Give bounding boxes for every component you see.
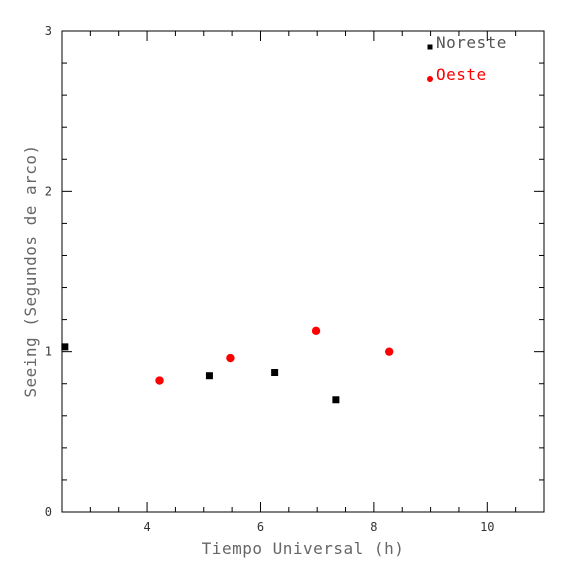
legend-label-oeste: Oeste bbox=[436, 65, 487, 84]
x-tick-label: 8 bbox=[370, 520, 377, 534]
x-tick-label: 10 bbox=[480, 520, 494, 534]
legend-marker-noreste bbox=[427, 44, 433, 50]
data-point-oeste bbox=[311, 326, 321, 336]
y-axis-title: Seeing (Segundos de arco) bbox=[21, 144, 40, 397]
data-point-oeste bbox=[226, 353, 235, 363]
y-tick-label: 1 bbox=[45, 345, 52, 359]
data-point-noreste bbox=[332, 396, 340, 404]
data-point-noreste bbox=[61, 343, 69, 351]
x-tick-label: 6 bbox=[257, 520, 264, 534]
data-point-noreste bbox=[205, 372, 213, 380]
x-axis-title: Tiempo Universal (h) bbox=[202, 539, 405, 558]
y-tick-label: 3 bbox=[45, 24, 52, 38]
legend-marker-oeste bbox=[427, 76, 433, 82]
data-point-noreste bbox=[271, 369, 279, 377]
data-points bbox=[61, 326, 394, 404]
data-point-oeste bbox=[155, 376, 164, 385]
axis-tick-labels: 4 6 8 10 0 1 2 3 bbox=[45, 24, 495, 534]
axis-ticks bbox=[61, 30, 545, 513]
y-tick-label: 2 bbox=[45, 184, 52, 198]
x-tick-label: 4 bbox=[143, 520, 150, 534]
legend-label-noreste: Noreste bbox=[436, 33, 507, 52]
legend: Noreste Oeste bbox=[427, 33, 507, 84]
plot-frame bbox=[61, 30, 545, 513]
y-tick-label: 0 bbox=[45, 505, 52, 519]
data-point-oeste bbox=[384, 347, 394, 356]
